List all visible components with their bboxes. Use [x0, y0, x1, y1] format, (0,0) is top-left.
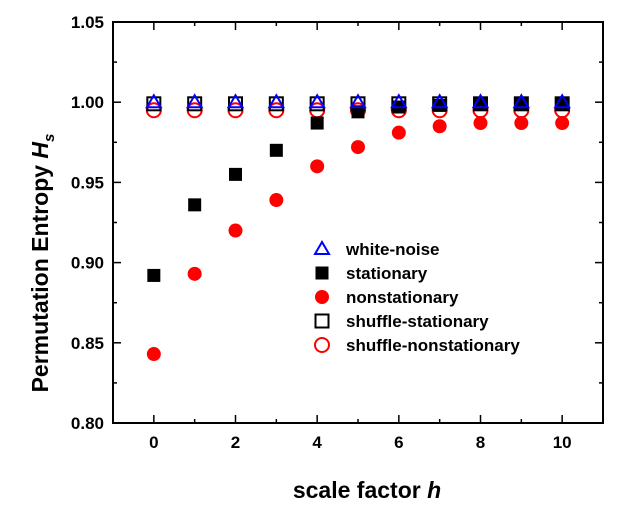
white-noise-point — [553, 93, 571, 109]
x-axis-ticks: 0 2 4 6 8 10 — [149, 22, 572, 452]
legend-marker — [314, 337, 330, 353]
stationary-point — [147, 268, 161, 282]
y-tick-label: 0.85 — [71, 334, 104, 353]
shuffle-stationary-point — [187, 96, 203, 112]
nonstationary-point — [555, 116, 570, 131]
legend-item-stationary: stationary — [315, 264, 428, 283]
stationary-point — [433, 98, 447, 112]
nonstationary-point — [432, 119, 447, 134]
stationary-point — [269, 143, 283, 157]
legend-label: shuffle-stationary — [346, 312, 489, 331]
legend-marker — [314, 313, 330, 329]
white-noise-point — [349, 93, 367, 109]
white-noise-point — [185, 93, 204, 109]
data-markers — [145, 93, 571, 362]
x-tick-label: 8 — [476, 433, 485, 452]
legend-item-white-noise: white-noise — [313, 240, 440, 259]
white-noise-point — [512, 93, 531, 109]
nonstationary-point — [473, 116, 488, 131]
stationary-point — [188, 198, 202, 212]
nonstationary-point — [187, 266, 202, 281]
x-tick-label: 2 — [231, 433, 240, 452]
legend-label: nonstationary — [346, 288, 459, 307]
shuffle-stationary-point — [228, 96, 243, 112]
legend-label: white-noise — [345, 240, 440, 259]
x-tick-label: 4 — [312, 433, 322, 452]
x-tick-label: 10 — [553, 433, 572, 452]
nonstationary-point — [391, 125, 406, 140]
legend-label: stationary — [346, 264, 428, 283]
y-axis-title: Permutation Entropy Hs — [27, 134, 58, 393]
series-white-noise — [145, 93, 571, 109]
white-noise-point — [145, 93, 163, 109]
white-noise-point — [390, 93, 408, 109]
y-tick-label: 1.00 — [71, 93, 104, 112]
y-tick-label: 0.80 — [71, 414, 104, 433]
shuffle-stationary-point — [268, 96, 284, 112]
legend-marker — [315, 290, 329, 304]
legend-item-nonstationary: nonstationary — [315, 288, 459, 307]
legend: white-noise stationary nonstationary shuffl… — [313, 240, 520, 355]
nonstationary-point — [228, 223, 243, 238]
y-tick-label: 0.90 — [71, 254, 104, 273]
y-tick-label: 1.05 — [71, 13, 104, 32]
series-nonstationary — [146, 116, 570, 362]
plot-frame — [112, 21, 604, 424]
legend-label: shuffle-nonstationary — [346, 336, 520, 355]
legend-marker — [315, 266, 329, 280]
legend-item-shuffle-stationary: shuffle-stationary — [314, 312, 489, 331]
legend-item-shuffle-nonstationary: shuffle-nonstationary — [314, 336, 520, 355]
nonstationary-point — [351, 140, 365, 155]
y-tick-label: 0.95 — [71, 173, 104, 192]
white-noise-point — [226, 93, 245, 109]
stationary-point — [310, 116, 324, 130]
nonstationary-point — [514, 116, 529, 131]
x-tick-label: 0 — [149, 433, 158, 452]
y-axis-ticks: 0.80 0.85 0.90 0.95 1.00 1.05 — [71, 13, 603, 433]
nonstationary-point — [269, 193, 284, 208]
shuffle-stationary-point — [309, 96, 325, 112]
x-tick-label: 6 — [394, 433, 403, 452]
legend-marker — [313, 240, 331, 255]
white-noise-point — [267, 93, 286, 109]
white-noise-point — [471, 93, 490, 109]
stationary-point — [229, 167, 242, 181]
x-axis-title: scale factor h — [293, 477, 441, 503]
shuffle-stationary-point — [146, 96, 162, 112]
white-noise-point — [430, 93, 449, 109]
nonstationary-point — [310, 159, 325, 174]
stationary-point — [351, 105, 365, 119]
nonstationary-point — [146, 347, 161, 362]
white-noise-point — [308, 93, 326, 109]
plot-border — [112, 21, 604, 424]
